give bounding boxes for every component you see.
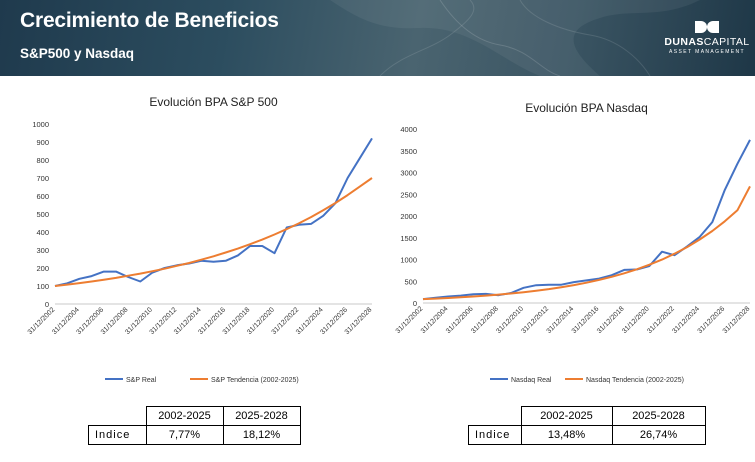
x-tick-label: 31/12/2028 (722, 305, 752, 335)
logo-name-bold: DUNAS (664, 36, 704, 48)
page-title: Crecimiento de Beneficios (20, 9, 279, 32)
y-tick-label: 200 (36, 264, 49, 273)
legend-label: S&P Real (126, 377, 157, 384)
sp500-eps-chart: Evolución BPA S&P 500 0 100 200 300 400 500 600… (20, 88, 380, 388)
logo-tagline: ASSET MANAGEMENT (669, 49, 745, 55)
logo-name-light: CAPITAL (703, 36, 750, 48)
logo-name: DUNASCAPITAL (662, 36, 752, 48)
y-tick-label: 2000 (400, 212, 417, 221)
table-corner (89, 407, 147, 426)
legend-label: Nasdaq Tendencia (2002-2025) (586, 377, 684, 384)
y-tick-label: 600 (36, 192, 49, 201)
y-tick-label: 1500 (400, 234, 417, 243)
y-tick-label: 900 (36, 138, 49, 147)
chart-title: Evolución BPA S&P 500 (149, 95, 278, 109)
y-tick-label: 100 (36, 282, 49, 291)
table-cell: 26,74% (611, 425, 706, 445)
table-corner (469, 407, 522, 426)
table-row-label: Indice (88, 425, 147, 445)
table-header: 2025-2028 (611, 406, 706, 426)
y-tick-label: 300 (36, 246, 49, 255)
nasdaq-growth-table: 2002-2025 2025-2028 Indice 13,48% 26,74% (468, 406, 706, 445)
legend-label: Nasdaq Real (511, 377, 552, 384)
page-subtitle: S&P500 y Nasdaq (20, 46, 135, 61)
logo-mark-icon (695, 21, 719, 33)
table-cell: 18,12% (222, 425, 301, 445)
y-tick-label: 4000 (400, 125, 417, 134)
series-line-real (422, 139, 751, 301)
company-logo: DUNASCAPITAL ASSET MANAGEMENT (662, 20, 752, 55)
y-tick-label: 0 (45, 300, 49, 309)
table-cell: 7,77% (145, 425, 224, 445)
table-header: 2002-2025 (145, 406, 224, 426)
table-header: 2025-2028 (222, 406, 301, 426)
table-row-label: Indice (468, 425, 522, 445)
chart-svg: Evolución BPA Nasdaq 0 500 1000 1500 2000 2500… (395, 101, 752, 384)
nasdaq-eps-chart: Evolución BPA Nasdaq 0 500 1000 1500 2000 2500… (385, 88, 755, 388)
y-tick-label: 500 (36, 210, 49, 219)
y-tick-label: 0 (413, 299, 417, 308)
legend-label: S&P Tendencia (2002-2025) (211, 377, 299, 384)
y-tick-label: 1000 (32, 120, 49, 129)
y-tick-label: 700 (36, 174, 49, 183)
chart-svg: Evolución BPA S&P 500 0 100 200 300 400 500 600… (27, 95, 374, 384)
sp500-growth-table: 2002-2025 2025-2028 Indice 7,77% 18,12% (88, 406, 301, 445)
series-line-trend (54, 177, 373, 287)
series-line-real (54, 137, 373, 287)
header-terrain-texture (330, 0, 700, 76)
header-banner: Crecimiento de Beneficios S&P500 y Nasda… (0, 0, 755, 76)
y-tick-label: 400 (36, 228, 49, 237)
table-cell: 13,48% (520, 425, 613, 445)
series-line-trend (422, 185, 751, 301)
y-tick-label: 500 (404, 277, 417, 286)
y-tick-label: 800 (36, 156, 49, 165)
y-tick-label: 1000 (400, 256, 417, 265)
y-tick-label: 3500 (400, 147, 417, 156)
chart-title: Evolución BPA Nasdaq (525, 101, 648, 115)
y-tick-label: 3000 (400, 169, 417, 178)
y-tick-label: 2500 (400, 190, 417, 199)
table-header: 2002-2025 (520, 406, 613, 426)
